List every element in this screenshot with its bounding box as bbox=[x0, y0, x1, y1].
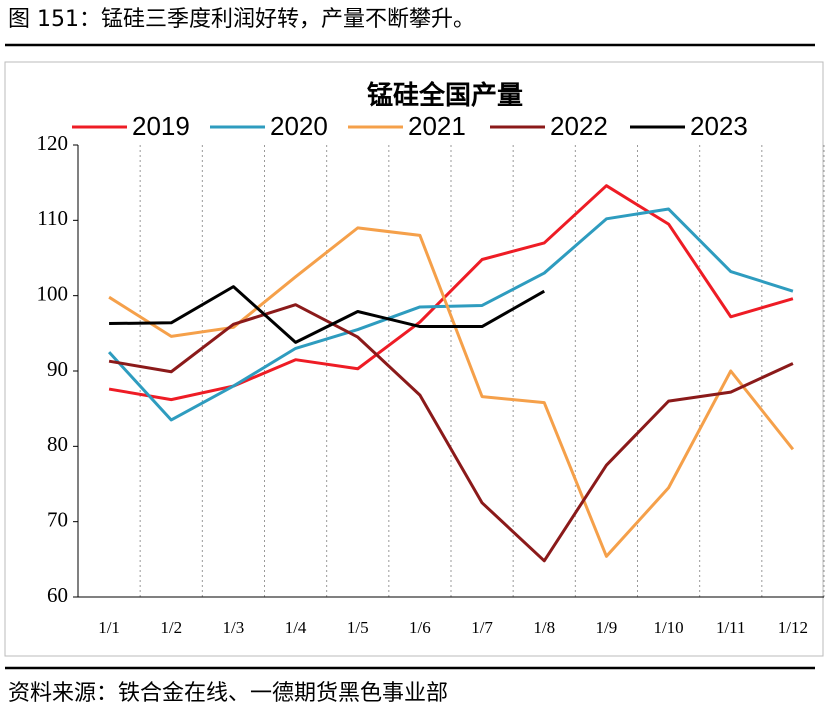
legend-label: 2019 bbox=[132, 111, 190, 141]
series-line bbox=[107, 207, 794, 422]
x-tick-label: 1/2 bbox=[160, 618, 182, 637]
series-line bbox=[109, 285, 545, 344]
x-tick-label: 1/11 bbox=[716, 618, 746, 637]
legend-label: 2021 bbox=[408, 111, 466, 141]
y-tick-label: 90 bbox=[47, 357, 68, 381]
chart-frame bbox=[4, 61, 824, 657]
x-tick-label: 1/10 bbox=[653, 618, 683, 637]
x-tick-label: 1/3 bbox=[223, 618, 245, 637]
x-tick-label: 1/5 bbox=[347, 618, 369, 637]
y-tick-label: 110 bbox=[37, 206, 68, 230]
x-tick-label: 1/12 bbox=[778, 618, 808, 637]
legend-label: 2023 bbox=[690, 111, 748, 141]
chart-title: 锰硅全国产量 bbox=[367, 80, 523, 111]
x-tick-label: 1/7 bbox=[471, 618, 493, 637]
x-tick-label: 1/8 bbox=[533, 618, 555, 637]
y-tick-label: 100 bbox=[37, 281, 69, 305]
y-tick-label: 80 bbox=[47, 432, 68, 456]
series-line bbox=[108, 226, 795, 558]
x-tick-label: 1/4 bbox=[285, 618, 307, 637]
series-line bbox=[108, 184, 794, 402]
series-line bbox=[108, 303, 794, 563]
source: 资料来源：铁合金在线、一德期货黑色事业部 bbox=[8, 681, 448, 706]
legend-label: 2020 bbox=[270, 111, 328, 141]
y-tick-label: 70 bbox=[47, 507, 68, 531]
y-tick-label: 120 bbox=[37, 131, 69, 155]
legend-label: 2022 bbox=[550, 111, 608, 141]
x-tick-label: 1/1 bbox=[98, 618, 120, 637]
y-tick-label: 60 bbox=[47, 583, 68, 607]
caption: 图 151：锰硅三季度利润好转，产量不断攀升。 bbox=[8, 7, 475, 32]
x-tick-label: 1/9 bbox=[596, 618, 618, 637]
x-tick-label: 1/6 bbox=[409, 618, 431, 637]
